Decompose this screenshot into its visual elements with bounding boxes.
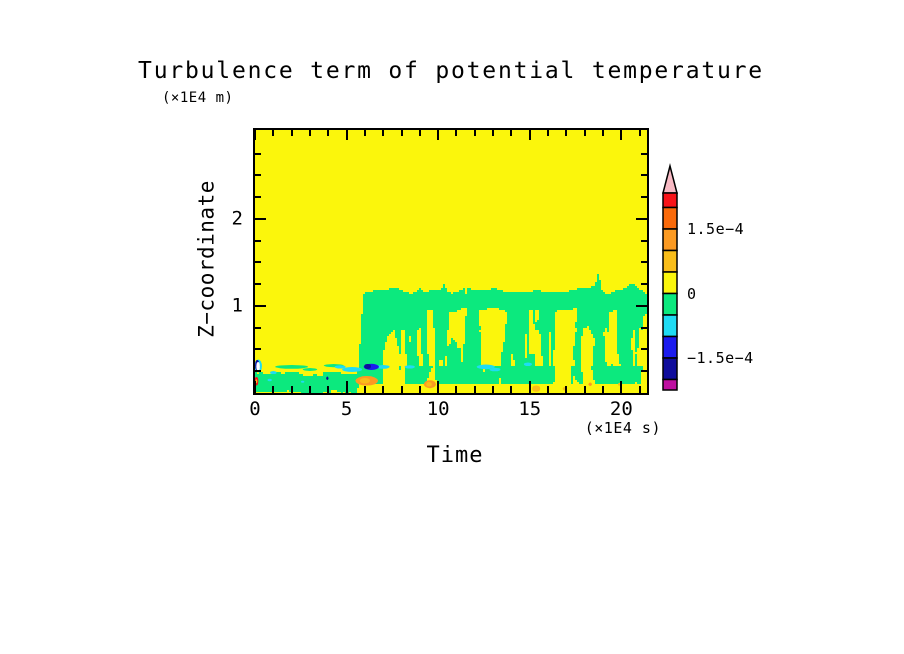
colorbar-segment xyxy=(662,378,678,391)
x-axis-unit-label: (×1E4 s) xyxy=(584,419,661,437)
x-tick-label: 0 xyxy=(249,398,261,420)
x-axis-title: Time xyxy=(426,443,484,468)
colorbar-segment xyxy=(662,249,678,273)
colorbar-segment xyxy=(662,292,678,316)
x-tick-label: 10 xyxy=(426,398,450,420)
colorbar-segment xyxy=(662,206,678,230)
colorbar-segment xyxy=(662,192,678,209)
colorbar-segment xyxy=(662,357,678,381)
colorbar-segment xyxy=(662,335,678,359)
chart-title: Turbulence term of potential temperature xyxy=(138,58,764,84)
colorbar-tick-label: 1.5e−4 xyxy=(687,219,745,238)
contour-plot-canvas xyxy=(253,128,649,395)
colorbar-segment xyxy=(662,228,678,252)
colorbar-tick-label: −1.5e−4 xyxy=(687,348,754,367)
x-tick-label: 5 xyxy=(340,398,353,420)
y-tick-label: 1 xyxy=(231,294,243,317)
colorbar xyxy=(662,163,678,391)
y-axis-unit-label: (×1E4 m) xyxy=(162,90,234,106)
y-tick-label: 2 xyxy=(231,207,243,230)
colorbar-overflow-arrow xyxy=(662,163,678,194)
colorbar-tick-label: 0 xyxy=(687,284,697,303)
x-tick-label: 15 xyxy=(518,398,542,420)
colorbar-segment xyxy=(662,314,678,338)
x-tick-label: 20 xyxy=(609,398,633,420)
colorbar-segment xyxy=(662,271,678,295)
